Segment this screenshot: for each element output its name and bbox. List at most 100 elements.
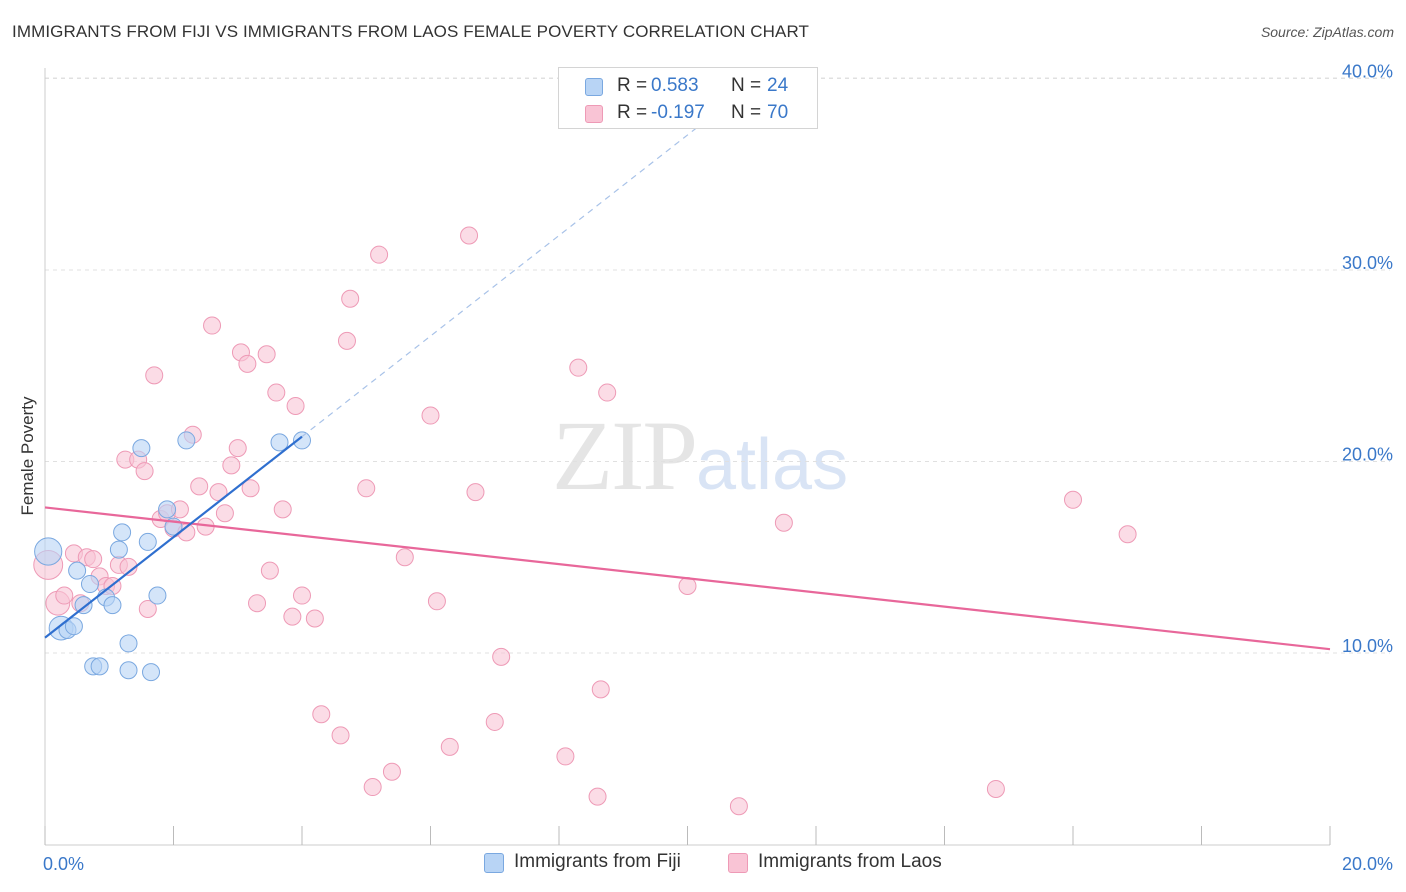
fiji-point [119, 634, 138, 653]
chart-title: IMMIGRANTS FROM FIJI VS IMMIGRANTS FROM … [12, 22, 810, 41]
laos-point [273, 500, 292, 519]
tick-label-layer: 10.0% 20.0% 30.0% 40.0% 0.0% 20.0% [43, 62, 1393, 875]
laos-point [55, 586, 74, 605]
fiji-point [138, 532, 157, 551]
laos-n-value: 70 [767, 102, 789, 123]
fiji-point [68, 561, 87, 580]
laos-point [1118, 525, 1137, 544]
laos-point [729, 797, 748, 816]
laos-point [337, 331, 356, 350]
y-tick-label: 30.0% [1342, 253, 1393, 273]
laos-r-value: -0.197 [651, 102, 705, 123]
trend-layer [44, 109, 1331, 651]
laos-point [460, 226, 479, 245]
laos-point [283, 607, 302, 626]
laos-point [203, 316, 222, 335]
laos-point [569, 358, 588, 377]
series-legend: Immigrants from Fiji Immigrants from Lao… [0, 851, 1406, 879]
laos-point [135, 462, 154, 481]
laos-swatch [585, 105, 603, 123]
laos-point [305, 609, 324, 628]
laos-point [591, 680, 610, 699]
laos-point [190, 477, 209, 496]
laos-point [485, 712, 504, 731]
laos-point [331, 726, 350, 745]
correlation-legend: R = 0.583 N = 24 R = -0.197 N = 70 [558, 67, 818, 129]
laos-points [33, 226, 1137, 816]
laos-n-label: N = [731, 102, 762, 123]
fiji-swatch [585, 78, 603, 96]
axis-layer [44, 68, 1331, 846]
watermark: ZIPatlas [552, 398, 848, 513]
fiji-point [80, 575, 99, 594]
x-tick-label-end: 20.0% [1342, 854, 1393, 874]
laos-point [138, 599, 157, 618]
laos-point [440, 737, 459, 756]
laos-point [228, 439, 247, 458]
fiji-point [109, 540, 128, 559]
laos-point [248, 594, 267, 613]
laos-point [84, 550, 103, 569]
laos-point [421, 406, 440, 425]
watermark-atlas: atlas [696, 425, 849, 505]
x-tick-label-start: 0.0% [43, 854, 84, 874]
fiji-point [113, 523, 132, 542]
fiji-points [34, 431, 311, 682]
fiji-trend-line [44, 435, 303, 639]
laos-point [286, 396, 305, 415]
laos-point [382, 762, 401, 781]
fiji-legend-swatch [484, 853, 504, 873]
legend-row-fiji: R = 0.583 N = 24 [559, 73, 817, 101]
laos-point [312, 705, 331, 724]
laos-point [238, 354, 257, 373]
fiji-point [90, 657, 109, 676]
laos-point [588, 787, 607, 806]
laos-trend-line [44, 506, 1331, 651]
fiji-n-value: 24 [767, 75, 789, 96]
y-tick-label: 10.0% [1342, 636, 1393, 656]
watermark-zip: ZIP [552, 400, 698, 511]
fiji-point [142, 663, 161, 682]
fiji-r-value: 0.583 [651, 75, 699, 96]
laos-point [215, 504, 234, 523]
laos-point [241, 479, 260, 498]
source-label: Source: ZipAtlas.com [1260, 24, 1394, 40]
laos-point [222, 456, 241, 475]
laos-point [267, 383, 286, 402]
laos-point [370, 245, 389, 264]
laos-point [357, 479, 376, 498]
fiji-point [270, 433, 289, 452]
legend-row-laos: R = -0.197 N = 70 [559, 100, 817, 128]
fiji-r-label: R = [617, 75, 648, 96]
fiji-point [64, 617, 83, 636]
fiji-point [103, 596, 122, 615]
laos-legend-swatch [728, 853, 748, 873]
fiji-legend-label: Immigrants from Fiji [514, 851, 681, 872]
y-tick-label: 20.0% [1342, 445, 1393, 465]
laos-point [466, 483, 485, 502]
laos-point [492, 647, 511, 666]
laos-point [257, 345, 276, 364]
fiji-point [177, 431, 196, 450]
fiji-point [293, 431, 311, 450]
laos-point [260, 561, 279, 580]
fiji-n-label: N = [731, 75, 762, 96]
y-tick-label: 40.0% [1342, 62, 1393, 82]
fiji-point [148, 586, 167, 605]
laos-point [556, 747, 575, 766]
laos-point [986, 779, 1005, 798]
y-axis-label: Female Poverty [18, 396, 37, 516]
fiji-point [132, 439, 151, 458]
fiji-point [119, 661, 138, 680]
fiji-point [74, 596, 93, 615]
fiji-point [34, 537, 63, 566]
laos-point [395, 548, 414, 567]
laos-point [145, 366, 164, 385]
fiji-point [158, 500, 177, 519]
fiji-trend-extension [301, 109, 720, 438]
laos-r-label: R = [617, 102, 648, 123]
laos-point [427, 592, 446, 611]
laos-legend-label: Immigrants from Laos [758, 851, 942, 872]
laos-point [341, 289, 360, 308]
